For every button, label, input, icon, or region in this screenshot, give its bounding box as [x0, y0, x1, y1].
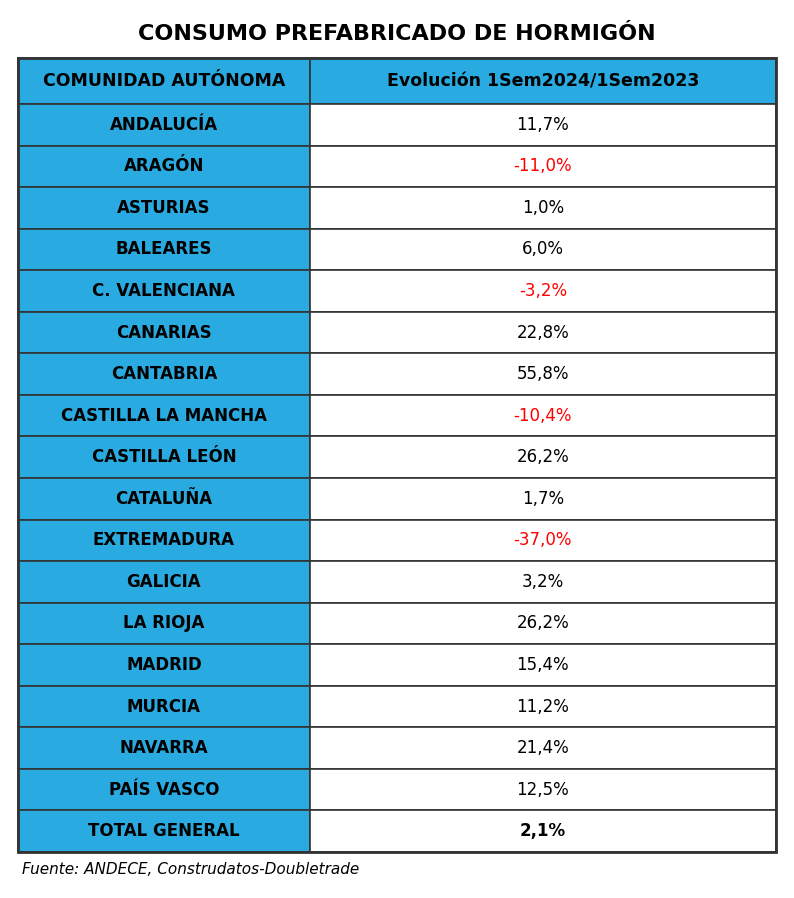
Text: -10,4%: -10,4% [514, 407, 572, 425]
Text: Evolución 1Sem2024/1Sem2023: Evolución 1Sem2024/1Sem2023 [387, 72, 699, 90]
Bar [18, 58, 776, 852]
Bar [18, 145, 310, 187]
Bar [18, 644, 310, 686]
Text: PAÍS VASCO: PAÍS VASCO [109, 780, 219, 798]
Text: CONSUMO PREFABRICADO DE HORMIGÓN: CONSUMO PREFABRICADO DE HORMIGÓN [138, 24, 656, 44]
Text: BALEARES: BALEARES [116, 241, 212, 259]
Text: 26,2%: 26,2% [517, 448, 569, 466]
Bar [18, 312, 310, 353]
Bar [18, 603, 310, 644]
Bar [310, 478, 776, 520]
Text: COMUNIDAD AUTÓNOMA: COMUNIDAD AUTÓNOMA [43, 72, 285, 90]
Bar [310, 395, 776, 436]
Bar [18, 436, 310, 478]
Bar [18, 520, 310, 561]
Text: GALICIA: GALICIA [126, 573, 201, 591]
Bar [18, 229, 310, 270]
Text: 15,4%: 15,4% [517, 656, 569, 674]
Text: -3,2%: -3,2% [518, 282, 567, 300]
Bar [18, 353, 310, 395]
Text: Fuente: ANDECE, Construdatos-Doubletrade: Fuente: ANDECE, Construdatos-Doubletrade [22, 862, 359, 877]
Text: -37,0%: -37,0% [514, 532, 572, 550]
Bar [310, 229, 776, 270]
Text: 3,2%: 3,2% [522, 573, 564, 591]
Text: TOTAL GENERAL: TOTAL GENERAL [88, 823, 240, 841]
Bar [310, 769, 776, 810]
Text: CASTILLA LEÓN: CASTILLA LEÓN [91, 448, 237, 466]
Text: 12,5%: 12,5% [517, 780, 569, 798]
Text: EXTREMADURA: EXTREMADURA [93, 532, 235, 550]
Bar [18, 58, 310, 104]
Bar [18, 561, 310, 603]
Text: NAVARRA: NAVARRA [120, 739, 208, 757]
Text: MURCIA: MURCIA [127, 698, 201, 716]
Text: 11,2%: 11,2% [516, 698, 569, 716]
Bar [310, 312, 776, 353]
Bar [310, 520, 776, 561]
Text: 55,8%: 55,8% [517, 365, 569, 383]
Text: 2,1%: 2,1% [520, 823, 566, 841]
Bar [18, 478, 310, 520]
Bar [310, 810, 776, 852]
Text: CATALUÑA: CATALUÑA [115, 489, 213, 507]
Text: CASTILLA LA MANCHA: CASTILLA LA MANCHA [61, 407, 267, 425]
Bar [310, 270, 776, 312]
Bar [310, 58, 776, 104]
Text: 1,0%: 1,0% [522, 198, 564, 217]
Bar [18, 810, 310, 852]
Text: 21,4%: 21,4% [517, 739, 569, 757]
Bar [310, 686, 776, 727]
Text: ANDALUCÍA: ANDALUCÍA [110, 116, 218, 134]
Bar [18, 686, 310, 727]
Bar [310, 561, 776, 603]
Text: MADRID: MADRID [126, 656, 202, 674]
Bar [310, 436, 776, 478]
Bar [310, 603, 776, 644]
Text: 26,2%: 26,2% [517, 614, 569, 632]
Text: LA RIOJA: LA RIOJA [123, 614, 205, 632]
Text: 22,8%: 22,8% [517, 323, 569, 341]
Bar [18, 395, 310, 436]
Bar [310, 104, 776, 145]
Bar [310, 727, 776, 769]
Bar [18, 187, 310, 229]
Text: 1,7%: 1,7% [522, 489, 564, 507]
Text: -11,0%: -11,0% [514, 157, 572, 175]
Bar [18, 104, 310, 145]
Bar [310, 187, 776, 229]
Bar [310, 644, 776, 686]
Bar [18, 270, 310, 312]
Bar [310, 145, 776, 187]
Text: 6,0%: 6,0% [522, 241, 564, 259]
Text: CANTABRIA: CANTABRIA [110, 365, 217, 383]
Text: CANARIAS: CANARIAS [116, 323, 212, 341]
Text: ASTURIAS: ASTURIAS [118, 198, 210, 217]
Text: ARAGÓN: ARAGÓN [124, 157, 204, 175]
Bar [18, 727, 310, 769]
Text: 11,7%: 11,7% [517, 116, 569, 134]
Bar [310, 353, 776, 395]
Bar [18, 769, 310, 810]
Text: C. VALENCIANA: C. VALENCIANA [92, 282, 235, 300]
